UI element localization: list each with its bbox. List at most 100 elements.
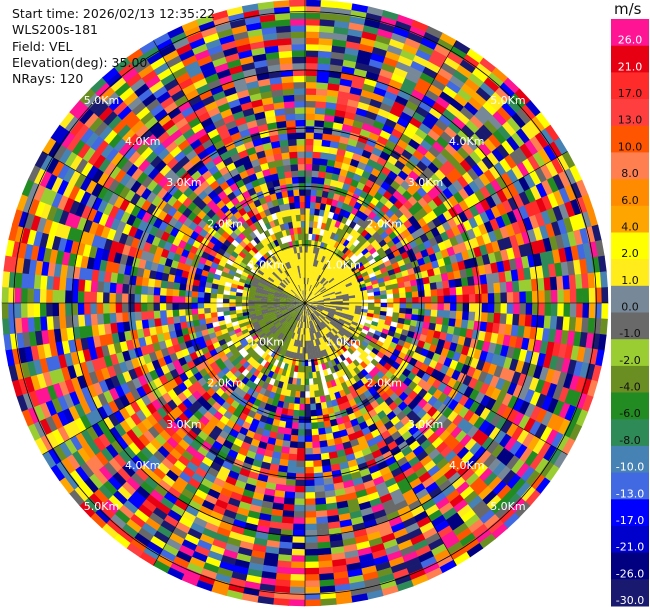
velocity-cell bbox=[312, 459, 323, 468]
velocity-cell bbox=[108, 164, 122, 180]
velocity-cell bbox=[332, 121, 344, 131]
velocity-cell bbox=[113, 194, 125, 209]
velocity-cell bbox=[345, 218, 353, 227]
velocity-cell bbox=[300, 372, 305, 380]
velocity-cell bbox=[298, 303, 305, 305]
velocity-cell bbox=[137, 336, 147, 348]
velocity-cell bbox=[452, 459, 466, 473]
velocity-cell bbox=[330, 269, 337, 277]
velocity-cell bbox=[335, 154, 345, 163]
velocity-cell bbox=[266, 302, 274, 305]
velocity-cell bbox=[284, 329, 290, 337]
velocity-cell bbox=[253, 485, 266, 495]
velocity-cell bbox=[322, 133, 333, 141]
velocity-cell bbox=[300, 303, 305, 308]
velocity-cell bbox=[321, 279, 328, 286]
velocity-cell bbox=[312, 259, 317, 267]
velocity-cell bbox=[370, 428, 381, 439]
velocity-cell bbox=[273, 280, 280, 286]
velocity-cell bbox=[450, 369, 461, 382]
velocity-cell bbox=[384, 456, 397, 467]
velocity-cell bbox=[345, 330, 353, 337]
velocity-cell bbox=[311, 252, 316, 260]
velocity-cell bbox=[326, 406, 335, 415]
velocity-cell bbox=[114, 168, 127, 183]
velocity-cell bbox=[428, 84, 444, 98]
velocity-cell bbox=[534, 477, 551, 495]
velocity-cell bbox=[421, 182, 433, 194]
velocity-cell bbox=[293, 504, 305, 512]
velocity-cell bbox=[140, 249, 150, 261]
velocity-cell bbox=[133, 508, 150, 523]
velocity-cell bbox=[33, 420, 47, 438]
velocity-cell bbox=[294, 294, 301, 300]
velocity-cell bbox=[467, 96, 484, 112]
velocity-cell bbox=[224, 503, 239, 514]
velocity-cell bbox=[124, 358, 135, 371]
velocity-cell bbox=[329, 457, 340, 466]
velocity-cell bbox=[425, 60, 442, 74]
velocity-cell bbox=[515, 481, 531, 499]
velocity-cell bbox=[304, 555, 319, 563]
velocity-cell bbox=[534, 167, 548, 184]
velocity-cell bbox=[248, 366, 257, 375]
velocity-cell bbox=[423, 460, 437, 473]
velocity-cell bbox=[508, 335, 518, 349]
velocity-cell bbox=[317, 301, 325, 303]
velocity-cell bbox=[27, 316, 35, 333]
velocity-cell bbox=[171, 395, 183, 407]
velocity-cell bbox=[311, 176, 319, 184]
velocity-cell bbox=[122, 445, 137, 460]
velocity-cell bbox=[179, 423, 191, 435]
velocity-cell bbox=[293, 297, 300, 301]
velocity-cell bbox=[492, 129, 507, 145]
velocity-cell bbox=[277, 340, 283, 347]
velocity-cell bbox=[528, 420, 542, 437]
velocity-cell bbox=[358, 43, 375, 54]
velocity-cell bbox=[392, 312, 400, 319]
velocity-cell bbox=[374, 303, 382, 308]
velocity-cell bbox=[448, 138, 463, 152]
velocity-cell bbox=[455, 286, 463, 296]
velocity-cell bbox=[305, 170, 313, 177]
velocity-cell bbox=[339, 237, 347, 245]
velocity-cell bbox=[261, 310, 269, 315]
velocity-cell bbox=[179, 282, 187, 291]
velocity-cell bbox=[308, 378, 314, 386]
velocity-cell bbox=[36, 372, 47, 389]
velocity-cell bbox=[39, 231, 50, 248]
velocity-cell bbox=[448, 121, 463, 135]
velocity-cell bbox=[405, 291, 413, 299]
velocity-cell bbox=[564, 184, 577, 203]
velocity-cell bbox=[304, 473, 315, 480]
velocity-cell bbox=[439, 445, 453, 459]
velocity-cell bbox=[197, 573, 216, 586]
velocity-cell bbox=[311, 346, 316, 354]
velocity-cell bbox=[319, 286, 326, 292]
velocity-cell bbox=[168, 330, 177, 339]
velocity-cell bbox=[496, 333, 505, 346]
velocity-cell bbox=[77, 278, 86, 292]
velocity-cell bbox=[410, 574, 429, 587]
velocity-cell bbox=[134, 397, 147, 410]
velocity-cell bbox=[314, 318, 319, 326]
velocity-cell bbox=[311, 304, 318, 307]
velocity-cell bbox=[271, 328, 279, 335]
velocity-cell bbox=[381, 343, 390, 351]
velocity-cell bbox=[384, 90, 399, 102]
velocity-cell bbox=[317, 63, 332, 71]
velocity-cell bbox=[231, 279, 239, 285]
velocity-cell bbox=[305, 303, 312, 305]
velocity-cell bbox=[284, 485, 296, 493]
velocity-cell bbox=[234, 271, 242, 279]
velocity-cell bbox=[62, 392, 75, 409]
velocity-cell bbox=[345, 318, 353, 324]
velocity-cell bbox=[363, 240, 372, 249]
velocity-cell bbox=[415, 128, 429, 141]
velocity-cell bbox=[305, 189, 312, 196]
velocity-cell bbox=[184, 257, 194, 266]
velocity-cell bbox=[320, 313, 327, 319]
velocity-cell bbox=[128, 311, 136, 322]
velocity-cell bbox=[287, 295, 294, 299]
velocity-cell bbox=[455, 481, 470, 496]
